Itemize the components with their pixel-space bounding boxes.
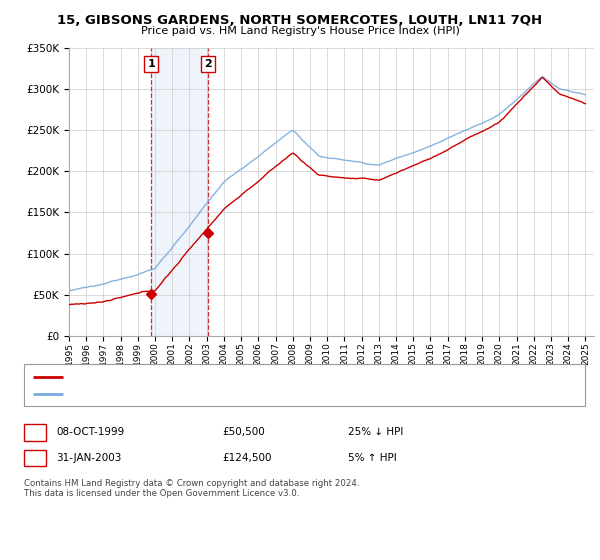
Text: £50,500: £50,500	[222, 427, 265, 437]
Text: Price paid vs. HM Land Registry's House Price Index (HPI): Price paid vs. HM Land Registry's House …	[140, 26, 460, 36]
Text: 5% ↑ HPI: 5% ↑ HPI	[348, 453, 397, 463]
Bar	[151, 48, 208, 336]
Text: 15, GIBSONS GARDENS, NORTH SOMERCOTES, LOUTH, LN11 7QH: 15, GIBSONS GARDENS, NORTH SOMERCOTES, L…	[58, 14, 542, 27]
Text: 1: 1	[147, 59, 155, 69]
Text: 1: 1	[31, 427, 38, 437]
Text: Contains HM Land Registry data © Crown copyright and database right 2024.
This d: Contains HM Land Registry data © Crown c…	[24, 479, 359, 498]
Text: 25% ↓ HPI: 25% ↓ HPI	[348, 427, 403, 437]
Text: 2: 2	[31, 453, 38, 463]
Text: 2: 2	[204, 59, 212, 69]
Text: 08-OCT-1999: 08-OCT-1999	[56, 427, 125, 437]
Text: 31-JAN-2003: 31-JAN-2003	[56, 453, 122, 463]
Text: 15, GIBSONS GARDENS, NORTH SOMERCOTES, LOUTH, LN11 7QH (detached house): 15, GIBSONS GARDENS, NORTH SOMERCOTES, L…	[69, 373, 464, 382]
Text: HPI: Average price, detached house, East Lindsey: HPI: Average price, detached house, East…	[69, 390, 305, 399]
Text: £124,500: £124,500	[222, 453, 271, 463]
